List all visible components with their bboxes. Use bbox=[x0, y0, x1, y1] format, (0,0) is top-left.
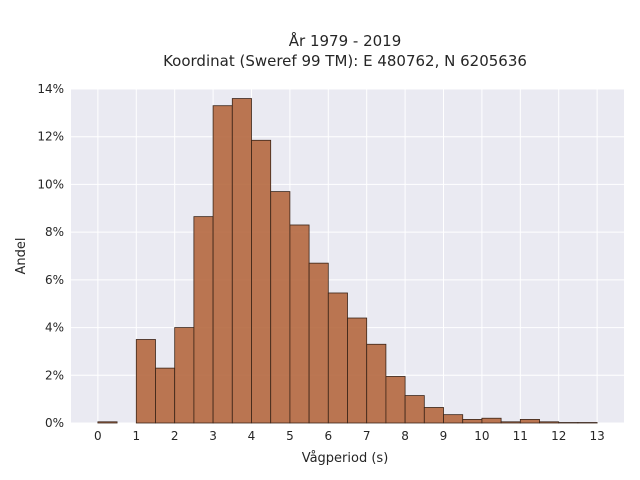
y-tick-label: 0% bbox=[45, 416, 64, 430]
x-tick-label: 8 bbox=[401, 429, 409, 443]
histogram-bar bbox=[462, 419, 483, 424]
histogram-bar bbox=[481, 417, 502, 424]
x-axis-ticks: 0 1 2 3 4 5 6 7 8 9 10 11 12 13 bbox=[94, 429, 605, 443]
chart-title-line-1: År 1979 - 2019 bbox=[289, 31, 402, 50]
y-tick-label: 8% bbox=[45, 225, 64, 239]
x-tick-label: 7 bbox=[363, 429, 371, 443]
chart-title-line-2: Koordinat (Sweref 99 TM): E 480762, N 62… bbox=[163, 52, 527, 70]
histogram-bar bbox=[289, 224, 310, 424]
histogram-bar bbox=[385, 376, 406, 424]
x-tick-label: 10 bbox=[474, 429, 489, 443]
histogram-bar bbox=[231, 98, 252, 424]
histogram-bar bbox=[519, 419, 540, 424]
x-tick-label: 4 bbox=[248, 429, 256, 443]
y-tick-label: 12% bbox=[37, 130, 64, 144]
histogram-bar bbox=[347, 317, 368, 424]
y-tick-label: 4% bbox=[45, 321, 64, 335]
bars bbox=[97, 98, 598, 424]
x-tick-label: 9 bbox=[440, 429, 448, 443]
x-axis-label: Vågperiod (s) bbox=[302, 451, 389, 466]
y-tick-label: 10% bbox=[37, 177, 64, 191]
histogram-bar bbox=[251, 139, 272, 424]
histogram-bar bbox=[404, 395, 425, 424]
histogram-bar bbox=[539, 421, 560, 424]
histogram-bar bbox=[174, 327, 195, 424]
histogram-bar bbox=[97, 421, 118, 424]
histogram-bar bbox=[270, 191, 291, 424]
y-axis-label: Andel bbox=[14, 238, 29, 275]
histogram-bar bbox=[366, 343, 387, 424]
histogram-bar bbox=[212, 105, 233, 424]
x-tick-label: 2 bbox=[171, 429, 179, 443]
y-tick-label: 6% bbox=[45, 273, 64, 287]
y-tick-label: 14% bbox=[37, 82, 64, 96]
x-tick-label: 13 bbox=[589, 429, 604, 443]
histogram-bar bbox=[308, 262, 329, 424]
histogram-bar bbox=[155, 367, 176, 424]
y-tick-label: 2% bbox=[45, 368, 64, 382]
x-tick-label: 12 bbox=[551, 429, 566, 443]
histogram-bar bbox=[443, 414, 464, 424]
histogram-bar bbox=[423, 407, 444, 424]
x-tick-label: 1 bbox=[132, 429, 140, 443]
histogram-bar bbox=[193, 216, 214, 424]
x-tick-label: 3 bbox=[209, 429, 217, 443]
histogram-bar bbox=[500, 421, 521, 424]
histogram-bar bbox=[135, 339, 156, 424]
histogram-bar bbox=[327, 292, 348, 424]
x-tick-label: 0 bbox=[94, 429, 102, 443]
x-tick-label: 11 bbox=[513, 429, 528, 443]
y-axis-ticks: 0% 2% 4% 6% 8% 10% 12% 14% bbox=[37, 82, 64, 430]
x-tick-label: 5 bbox=[286, 429, 294, 443]
x-tick-label: 6 bbox=[324, 429, 332, 443]
